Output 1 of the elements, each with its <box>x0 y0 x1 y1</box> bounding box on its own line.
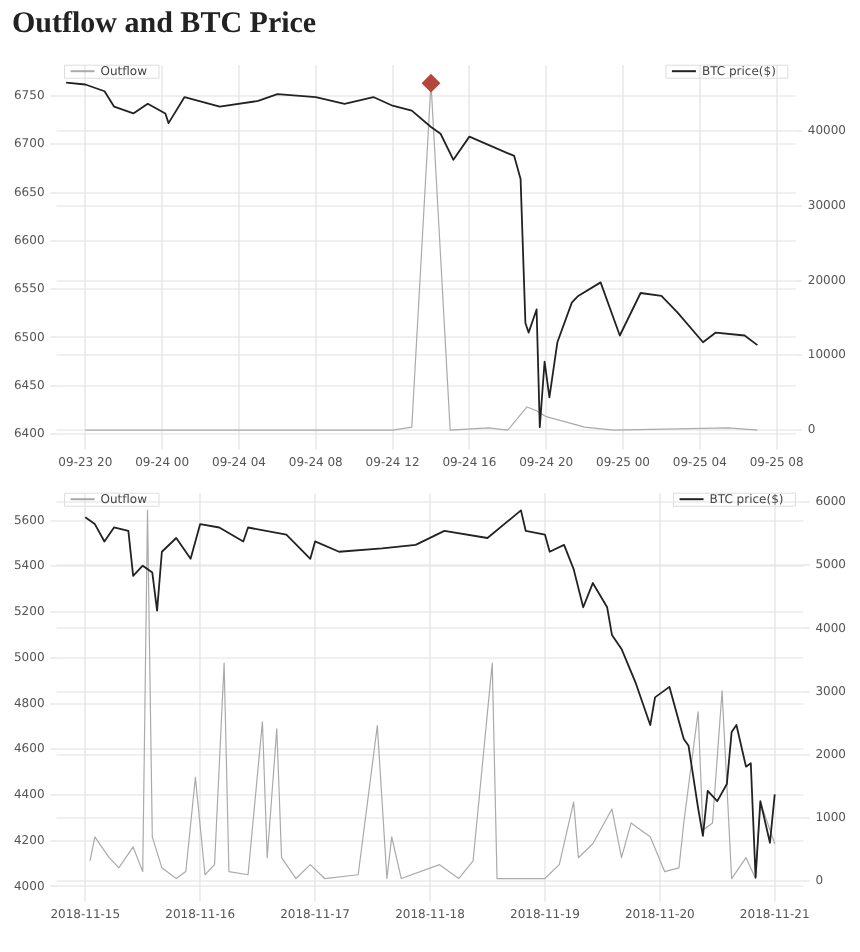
chart-title: Outflow and BTC Price <box>10 6 319 44</box>
